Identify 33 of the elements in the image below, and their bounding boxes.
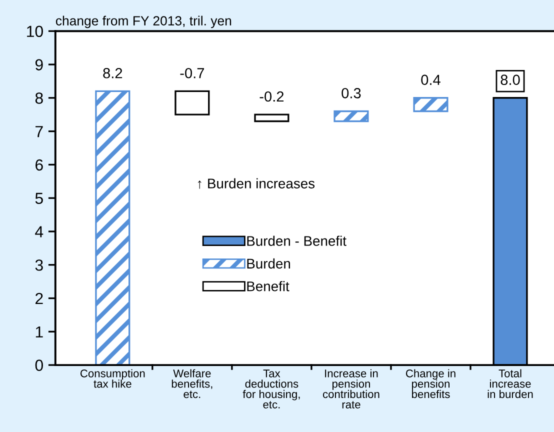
bar: [334, 110, 369, 122]
y-tick-label: 6: [36, 159, 43, 171]
data-label: 8.2: [103, 68, 122, 78]
legend-label: Burden: [247, 258, 290, 269]
data-label: -0.7: [180, 68, 204, 78]
x-tick-label: Increase in pension contribution rate: [322, 369, 380, 408]
y-tick-label: 7: [36, 126, 43, 138]
y-tick-label: 5: [35, 192, 43, 204]
x-tick-label: Total increase in burden: [488, 369, 533, 398]
legend-label: Benefit: [247, 281, 290, 292]
y-tick-label: 3: [35, 259, 43, 271]
bar: [254, 114, 290, 122]
x-tick-label: Welfare benefits, etc.: [172, 369, 212, 398]
y-tick-label: 4: [35, 226, 44, 238]
y-tick-label: 2: [36, 292, 43, 304]
legend-label: Burden - Benefit: [247, 236, 346, 246]
x-tick-label: Consumption tax hike: [80, 369, 145, 388]
annotation: ↑ Burden increases: [198, 178, 315, 189]
data-label: 0.4: [421, 74, 440, 85]
data-label: 0.3: [342, 88, 361, 98]
bar: [413, 97, 448, 112]
y-tick-label: 9: [35, 59, 43, 70]
y-tick-label: 10: [27, 26, 43, 38]
x-tick-label: Tax deductions for housing, etc.: [242, 370, 300, 408]
x-tick-label: Change in pension benefits: [406, 369, 456, 398]
y-tick-label: 1: [36, 326, 43, 338]
bar: [95, 90, 130, 366]
y-tick-label: 8: [35, 92, 43, 104]
data-label: -0.2: [260, 91, 284, 102]
bar: [174, 90, 210, 116]
chart-subtitle: change from FY 2013, tril. yen: [56, 16, 232, 28]
data-label: 8.0: [500, 74, 520, 85]
y-tick-label: 0: [35, 360, 43, 371]
